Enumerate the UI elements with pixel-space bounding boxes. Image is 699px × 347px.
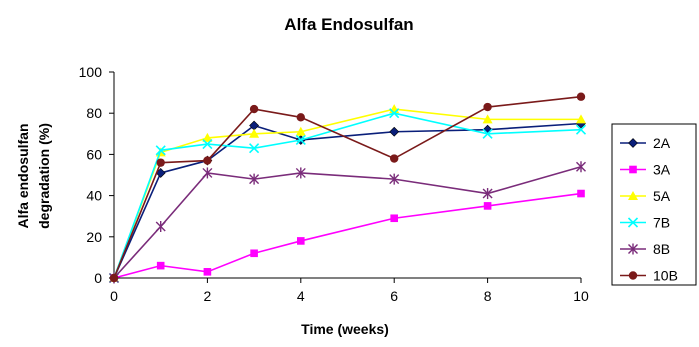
chart-title: Alfa Endosulfan: [284, 15, 413, 34]
y-axis-title: Alfa endosulfan degradation (%): [15, 123, 52, 229]
x-tick-label: 2: [204, 288, 212, 304]
y-axis-title-line-2: degradation (%): [36, 123, 52, 229]
data-point-7b: [295, 134, 306, 146]
data-point-5a: [249, 128, 260, 138]
data-point-8b: [202, 167, 213, 179]
series-line-8b: [113, 165, 582, 279]
x-axis-title: Time (weeks): [301, 321, 389, 337]
data-point-10b: [109, 273, 119, 283]
data-point-3a: [390, 214, 398, 223]
data-point-3a: [577, 189, 585, 198]
legend-marker-2a: [628, 138, 638, 148]
legend-marker-3a: [629, 165, 637, 174]
data-point-5a: [482, 114, 493, 124]
series-line-3a: [113, 192, 582, 279]
data-point-10b: [249, 104, 259, 114]
data-point-7b: [249, 143, 260, 154]
data-point-5a: [202, 132, 213, 142]
series-2a: [109, 118, 586, 283]
data-point-7b: [202, 139, 213, 150]
data-point-7b: [575, 124, 587, 135]
data-point-10b: [296, 113, 305, 122]
data-point-2a: [389, 126, 400, 137]
legend-marker-8b: [628, 243, 638, 255]
y-tick-label: 0: [94, 270, 102, 286]
legend-item-7b: 7B: [620, 215, 670, 231]
y-tick-label: 60: [86, 146, 102, 162]
data-point-8b: [389, 173, 400, 185]
data-point-8b: [482, 188, 493, 200]
x-tick-label: 8: [484, 288, 492, 304]
legend-marker-10b: [628, 271, 638, 280]
legend-item-2a: 2A: [620, 135, 671, 151]
data-point-10b: [203, 156, 212, 165]
series-7b: [108, 108, 587, 284]
data-point-10b: [156, 158, 165, 167]
data-point-10b: [576, 92, 586, 101]
data-point-7b: [389, 108, 400, 119]
series-5a: [109, 104, 586, 282]
y-tick-label: 20: [86, 229, 102, 245]
data-point-3a: [203, 268, 212, 276]
y-tick-label: 40: [86, 188, 102, 204]
series-line-5a: [113, 108, 581, 279]
x-tick-label: 0: [110, 288, 118, 304]
legend: 2A 3A 5A 7B 8B 10B: [620, 135, 678, 284]
legend-label-5a: 5A: [653, 188, 671, 204]
legend-item-8b: 8B: [620, 241, 670, 257]
x-tick-label: 10: [573, 288, 589, 304]
data-point-8b: [295, 167, 306, 179]
legend-marker-7b: [627, 217, 639, 228]
data-point-7b: [155, 145, 166, 156]
legend-item-10b: 10B: [620, 268, 678, 284]
series-layer: [108, 92, 587, 284]
data-point-3a: [297, 237, 305, 245]
series-line-7b: [113, 112, 582, 279]
x-ticks: 0 2 4 6 8 10: [110, 278, 589, 304]
y-ticks: 0 20 40 60 80 100: [79, 64, 114, 286]
series-10b: [109, 92, 586, 283]
series-line-10b: [113, 95, 582, 279]
data-point-10b: [390, 154, 399, 163]
data-point-5a: [295, 126, 306, 136]
legend-label-3a: 3A: [653, 162, 671, 178]
legend-label-10b: 10B: [653, 268, 678, 284]
x-tick-label: 4: [297, 288, 305, 304]
legend-label-7b: 7B: [653, 215, 670, 231]
data-point-8b: [249, 173, 260, 185]
data-point-10b: [483, 102, 492, 112]
series-8b: [109, 161, 586, 284]
legend-marker-5a: [628, 191, 638, 200]
y-tick-label: 80: [86, 105, 102, 121]
legend-item-3a: 3A: [620, 162, 671, 178]
y-tick-label: 100: [79, 64, 103, 80]
y-axis-title-line-1: Alfa endosulfan: [15, 123, 31, 228]
data-point-3a: [483, 202, 492, 210]
data-point-8b: [155, 221, 166, 232]
data-point-3a: [156, 261, 165, 270]
data-point-8b: [576, 161, 586, 173]
data-point-3a: [250, 249, 258, 258]
data-point-5a: [576, 114, 586, 124]
legend-label-8b: 8B: [653, 241, 670, 257]
data-point-7b: [482, 128, 493, 139]
legend-label-2a: 2A: [653, 135, 671, 151]
legend-item-5a: 5A: [620, 188, 671, 204]
legend-box: [611, 123, 697, 286]
x-tick-label: 6: [390, 288, 398, 304]
